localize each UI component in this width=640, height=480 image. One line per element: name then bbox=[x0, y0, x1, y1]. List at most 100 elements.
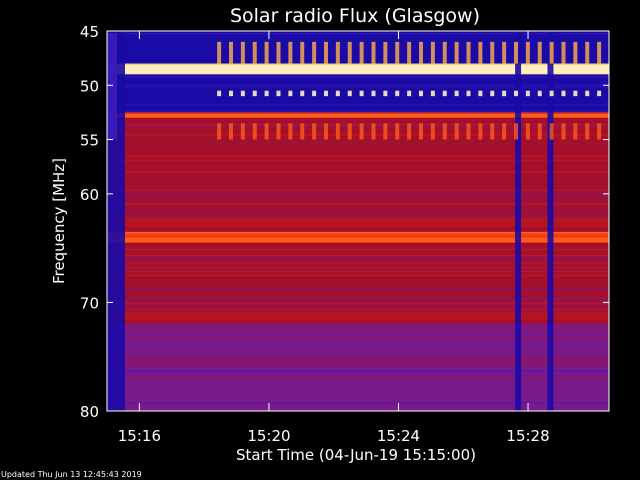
band-texture-line bbox=[107, 104, 609, 106]
interference-block bbox=[549, 123, 554, 140]
band-texture-line bbox=[107, 256, 609, 259]
frequency-band bbox=[107, 117, 609, 140]
interference-block bbox=[252, 123, 257, 140]
interference-block bbox=[513, 90, 518, 97]
band-texture-line bbox=[107, 288, 609, 291]
interference-block bbox=[407, 90, 412, 97]
interference-block bbox=[478, 41, 483, 64]
interference-block bbox=[466, 41, 471, 64]
interference-block bbox=[264, 90, 269, 97]
interference-block bbox=[383, 123, 388, 140]
interference-block bbox=[217, 123, 222, 140]
band-texture-line bbox=[107, 312, 609, 315]
y-axis-label: Frequency [MHz] bbox=[50, 158, 68, 284]
band-texture-line bbox=[107, 209, 609, 212]
interference-block bbox=[585, 90, 590, 97]
band-texture-line bbox=[107, 63, 609, 66]
y-tick-label: 60 bbox=[80, 186, 99, 204]
band-texture-line bbox=[107, 195, 609, 198]
interference-block bbox=[264, 41, 269, 64]
interference-block bbox=[217, 90, 222, 97]
left-edge-column bbox=[107, 33, 117, 140]
band-texture-line bbox=[107, 217, 609, 220]
interference-block bbox=[573, 90, 578, 97]
interference-block bbox=[442, 123, 447, 140]
interference-block bbox=[525, 41, 530, 64]
interference-block bbox=[323, 123, 328, 140]
interference-block bbox=[597, 123, 602, 140]
interference-block bbox=[312, 41, 317, 64]
interference-block bbox=[312, 123, 317, 140]
band-texture-line bbox=[107, 356, 609, 358]
y-axis-ticks: 45 50 55 60 70 80 bbox=[80, 23, 609, 421]
x-axis-label: Start Time (04-Jun-19 15:15:00) bbox=[236, 446, 476, 464]
frequency-band bbox=[107, 63, 609, 75]
band-texture-line bbox=[107, 378, 609, 380]
interference-block bbox=[359, 41, 364, 64]
interference-block bbox=[537, 41, 542, 64]
band-texture-line bbox=[107, 316, 609, 319]
interference-block bbox=[276, 90, 281, 97]
x-tick-label: 15:20 bbox=[247, 427, 290, 445]
interference-block bbox=[585, 123, 590, 140]
y-tick-label: 55 bbox=[80, 132, 99, 150]
interference-block bbox=[300, 123, 305, 140]
band-texture-line bbox=[107, 364, 609, 366]
data-gap-stripe bbox=[515, 31, 522, 411]
band-texture-line bbox=[107, 254, 609, 257]
interference-block bbox=[407, 41, 412, 64]
band-texture-line bbox=[107, 171, 609, 174]
band-texture-line bbox=[107, 304, 609, 307]
interference-block bbox=[454, 41, 459, 64]
band-texture-line bbox=[107, 314, 609, 317]
interference-block bbox=[228, 123, 233, 140]
interference-block bbox=[335, 90, 340, 97]
band-texture-line bbox=[107, 223, 609, 226]
band-texture-line bbox=[107, 201, 609, 204]
band-texture-line bbox=[107, 310, 609, 313]
interference-block bbox=[347, 123, 352, 140]
y-tick-label: 45 bbox=[80, 23, 99, 41]
interference-block bbox=[252, 90, 257, 97]
band-texture-line bbox=[107, 155, 609, 158]
band-texture-line bbox=[107, 336, 609, 338]
frequency-band bbox=[107, 112, 609, 118]
x-tick-label: 15:16 bbox=[118, 427, 161, 445]
interference-block bbox=[347, 41, 352, 64]
interference-block bbox=[323, 41, 328, 64]
band-texture-line bbox=[107, 159, 609, 162]
interference-block bbox=[323, 90, 328, 97]
plot-frame bbox=[106, 30, 610, 412]
interference-block bbox=[525, 123, 530, 140]
interference-block bbox=[228, 41, 233, 64]
frequency-band bbox=[107, 74, 609, 113]
band-texture-line bbox=[107, 191, 609, 194]
interference-block bbox=[288, 90, 293, 97]
interference-block bbox=[454, 90, 459, 97]
interference-block bbox=[442, 90, 447, 97]
band-texture-line bbox=[107, 274, 609, 277]
interference-block bbox=[597, 90, 602, 97]
interference-block bbox=[478, 123, 483, 140]
band-texture-line bbox=[107, 300, 609, 303]
band-texture-line bbox=[107, 370, 609, 372]
band-texture-line bbox=[107, 298, 609, 301]
interference-block bbox=[537, 90, 542, 97]
frequency-band bbox=[107, 324, 609, 411]
band-texture-line bbox=[107, 110, 609, 112]
interference-block bbox=[549, 41, 554, 64]
x-tick-label: 15:24 bbox=[377, 427, 420, 445]
interference-block bbox=[359, 90, 364, 97]
interference-block bbox=[442, 41, 447, 64]
band-texture-line bbox=[107, 225, 609, 228]
band-texture-line bbox=[107, 318, 609, 321]
band-texture-line bbox=[107, 328, 609, 330]
interference-block bbox=[490, 123, 495, 140]
band-texture-line bbox=[107, 76, 609, 78]
band-texture-line bbox=[107, 133, 609, 136]
frequency-band bbox=[107, 31, 609, 64]
band-texture-line bbox=[107, 358, 609, 360]
interference-block bbox=[502, 90, 507, 97]
interference-block bbox=[395, 90, 400, 97]
